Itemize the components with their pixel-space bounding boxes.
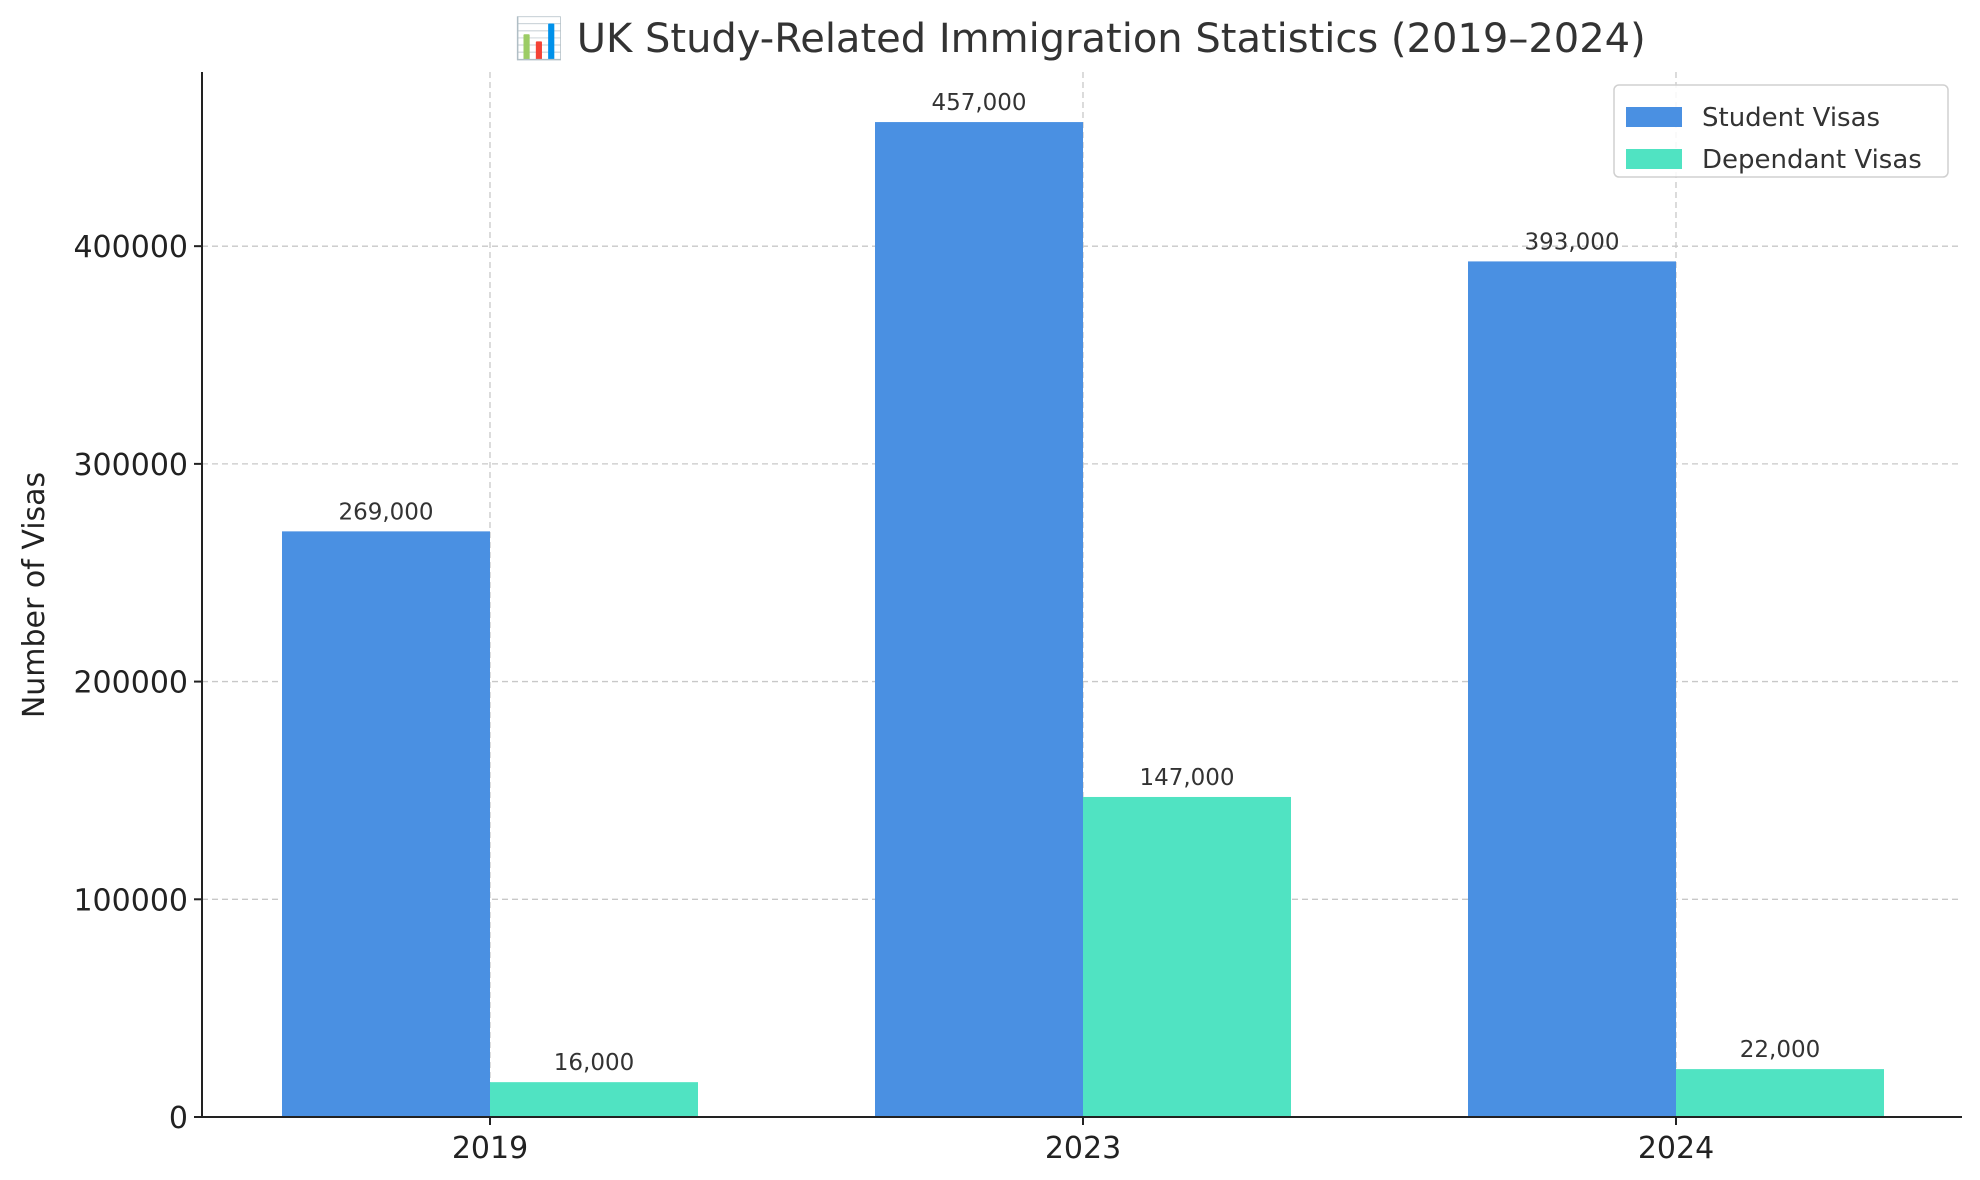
y-tick-label: 300000 — [73, 448, 188, 483]
chart-title: 📊 UK Study-Related Immigration Statistic… — [514, 15, 1645, 62]
legend-swatch — [1626, 107, 1682, 127]
y-axis-label: Number of Visas — [17, 472, 52, 718]
data-label: 457,000 — [931, 90, 1026, 116]
data-labels: 269,000 457,000 393,000 16,000 147,000 22,000 — [338, 90, 1820, 1076]
bar-student-visas-2024 — [1468, 261, 1676, 1117]
bar-dependant-visas-2024 — [1676, 1069, 1884, 1117]
bar-student-visas-2023 — [875, 122, 1083, 1117]
y-tick-label: 200000 — [73, 666, 188, 701]
legend: Student Visas Dependant Visas — [1613, 84, 1949, 178]
bar-student-visas-2019 — [282, 531, 490, 1117]
x-tick-label: 2024 — [1638, 1131, 1714, 1166]
data-label: 147,000 — [1139, 765, 1234, 791]
data-label: 22,000 — [1740, 1037, 1820, 1063]
data-label: 269,000 — [338, 499, 433, 525]
legend-box — [1613, 84, 1949, 178]
legend-label: Student Visas — [1702, 103, 1880, 133]
x-tick-label: 2019 — [452, 1131, 528, 1166]
y-tick-label: 100000 — [73, 883, 188, 918]
data-label: 16,000 — [554, 1050, 634, 1076]
bars — [282, 122, 1884, 1117]
data-label: 393,000 — [1524, 229, 1619, 255]
axes: 0 100000 200000 300000 400000 2019 2023 2024 — [73, 72, 1962, 1166]
y-tick-label: 400000 — [73, 230, 188, 265]
legend-label: Dependant Visas — [1702, 145, 1922, 175]
y-tick-label: 0 — [169, 1101, 188, 1136]
bar-dependant-visas-2019 — [490, 1082, 698, 1117]
legend-swatch — [1626, 149, 1682, 169]
bar-dependant-visas-2023 — [1083, 796, 1291, 1117]
x-tick-label: 2023 — [1045, 1131, 1121, 1166]
